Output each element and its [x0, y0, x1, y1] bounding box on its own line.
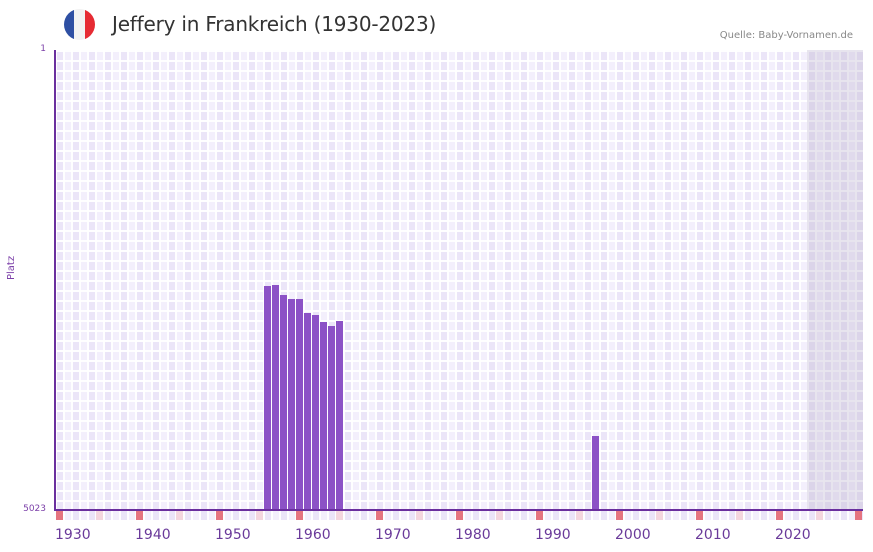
- bar-1958[interactable]: [280, 295, 287, 510]
- x-tick-1940: 1940: [135, 527, 171, 543]
- year-marker-1960: [296, 511, 303, 520]
- year-marker-1980: [456, 511, 463, 520]
- bar-1964[interactable]: [328, 325, 335, 510]
- year-marker-1940: [136, 511, 143, 520]
- plot-area: [55, 50, 863, 510]
- year-marker-1950: [216, 511, 223, 520]
- bar-1961[interactable]: [304, 312, 311, 510]
- year-marker-2025: [816, 511, 823, 520]
- x-tick-2020: 2020: [775, 527, 811, 543]
- future-shaded-region: [807, 50, 863, 510]
- year-marker-2005: [656, 511, 663, 520]
- bar-1960[interactable]: [296, 299, 303, 510]
- year-marker-2030: [855, 511, 862, 520]
- x-axis: [55, 509, 863, 511]
- bar-1965[interactable]: [336, 321, 343, 510]
- x-tick-1950: 1950: [215, 527, 251, 543]
- bar-1956[interactable]: [264, 286, 271, 510]
- year-marker-1975: [416, 511, 423, 520]
- year-marker-2010: [696, 511, 703, 520]
- x-tick-1990: 1990: [535, 527, 571, 543]
- year-marker-1945: [176, 511, 183, 520]
- x-tick-2000: 2000: [615, 527, 651, 543]
- year-marker-2015: [736, 511, 743, 520]
- x-tick-2010: 2010: [695, 527, 731, 543]
- year-marker-1985: [496, 511, 503, 520]
- year-marker-1990: [536, 511, 543, 520]
- year-marker-1995: [576, 511, 583, 520]
- bar-1963[interactable]: [320, 322, 327, 510]
- x-tick-1980: 1980: [455, 527, 491, 543]
- bar-1957[interactable]: [272, 285, 279, 510]
- source-credit: Quelle: Baby-Vornamen.de: [719, 30, 853, 41]
- year-marker-2000: [616, 511, 623, 520]
- y-tick-bottom: 5023: [23, 504, 46, 514]
- x-tick-1970: 1970: [375, 527, 411, 543]
- france-flag-icon: [64, 9, 95, 40]
- chart-title: Jeffery in Frankreich (1930-2023): [112, 12, 437, 36]
- year-marker-1930: [56, 511, 63, 520]
- year-marker-1965: [336, 511, 343, 520]
- year-marker-1955: [256, 511, 263, 520]
- year-marker-1935: [96, 511, 103, 520]
- y-axis-label: Platz: [6, 255, 17, 280]
- bar-1997[interactable]: [592, 435, 599, 510]
- year-marker-2020: [776, 511, 783, 520]
- grid: [55, 50, 863, 510]
- x-tick-1930: 1930: [55, 527, 91, 543]
- bar-1962[interactable]: [312, 314, 319, 510]
- bar-1959[interactable]: [288, 299, 295, 510]
- y-axis: [54, 50, 56, 511]
- y-tick-top: 1: [40, 44, 46, 54]
- year-marker-1970: [376, 511, 383, 520]
- x-tick-1960: 1960: [295, 527, 331, 543]
